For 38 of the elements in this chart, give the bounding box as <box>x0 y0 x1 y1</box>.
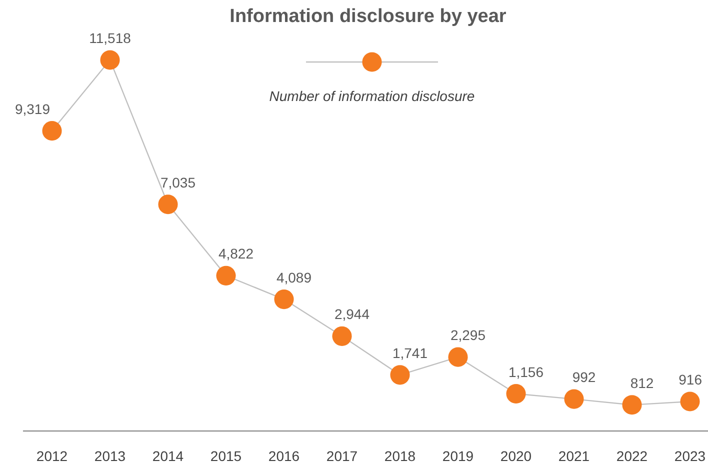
data-label: 916 <box>678 371 702 388</box>
data-label: 7,035 <box>160 174 196 190</box>
data-label: 9,319 <box>14 100 50 117</box>
data-label: 11,518 <box>89 30 132 46</box>
point <box>100 50 120 70</box>
x-tick-label: 2021 <box>558 448 590 464</box>
x-tick-label: 2020 <box>500 448 532 464</box>
data-label: 4,089 <box>276 269 312 286</box>
x-tick-label: 2014 <box>152 448 184 464</box>
point <box>216 266 236 286</box>
x-tick-label: 2012 <box>36 448 68 464</box>
data-label: 1,156 <box>508 364 544 380</box>
x-tick-label: 2019 <box>442 448 474 464</box>
point <box>622 395 642 415</box>
data-label: 992 <box>572 369 596 386</box>
point <box>448 347 468 367</box>
chart-title: Information disclosure by year <box>230 6 507 27</box>
x-tick-label: 2023 <box>674 448 706 464</box>
point <box>274 290 294 310</box>
data-label: 2,295 <box>450 327 486 344</box>
data-label: 812 <box>630 374 654 391</box>
point <box>506 384 526 404</box>
x-tick-label: 2017 <box>326 448 358 464</box>
x-tick-label: 2016 <box>268 448 300 464</box>
data-label: 4,822 <box>218 246 254 262</box>
point <box>42 121 62 141</box>
point <box>390 365 410 385</box>
x-tick-label: 2013 <box>94 448 126 464</box>
legend-label: Number of information disclosure <box>269 88 475 104</box>
point <box>158 194 178 214</box>
data-label: 1,741 <box>392 344 428 361</box>
point <box>564 389 584 409</box>
x-tick-label: 2015 <box>210 448 242 464</box>
data-label: 2,944 <box>334 306 370 322</box>
point <box>680 392 700 412</box>
x-tick-label: 2018 <box>384 448 416 464</box>
point <box>332 326 352 346</box>
x-tick-label: 2022 <box>616 448 648 464</box>
